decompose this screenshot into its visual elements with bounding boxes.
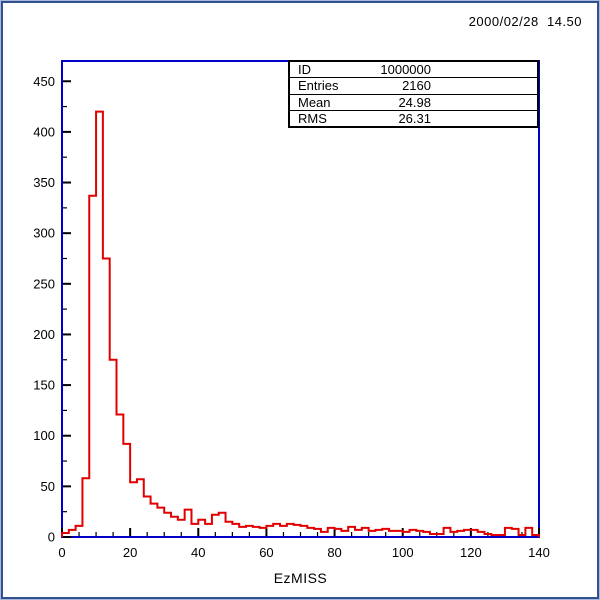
stats-value: 1000000 [380, 62, 431, 78]
stats-label: ID [298, 62, 311, 78]
y-tick-label: 350 [33, 175, 55, 190]
x-tick-label: 100 [392, 545, 414, 560]
y-tick-label: 250 [33, 276, 55, 291]
y-tick-label: 0 [48, 530, 55, 545]
stats-label: RMS [298, 110, 327, 126]
stats-row-mean: Mean 24.98 [290, 95, 537, 111]
plot-frame [61, 60, 540, 538]
stats-row-entries: Entries 2160 [290, 78, 537, 95]
stats-row-id: ID 1000000 [290, 62, 537, 79]
x-tick-label: 140 [528, 545, 550, 560]
y-tick-label: 150 [33, 378, 55, 393]
timestamp: 2000/02/28 14.50 [468, 14, 582, 29]
x-tick-label: 20 [123, 545, 137, 560]
x-tick-label: 60 [259, 545, 273, 560]
stats-label: Entries [298, 78, 339, 94]
axis-tick-labels: 0 20 40 60 80 100 120 140 0 50 100 150 200 250 300 350 4… [33, 74, 550, 560]
stats-value: 2160 [402, 78, 431, 94]
axis-ticks [61, 80, 540, 538]
y-tick-label: 200 [33, 327, 55, 342]
y-tick-label: 50 [41, 479, 55, 494]
x-axis-label: EzMISS [273, 570, 328, 586]
stats-box: ID 1000000 Entries 2160 Mean 24.98 RMS 2… [288, 60, 539, 128]
y-tick-label: 400 [33, 124, 55, 139]
x-tick-label: 40 [191, 545, 205, 560]
x-tick-label: 120 [460, 545, 482, 560]
histogram-line [61, 110, 540, 537]
stats-row-rms: RMS 26.31 [290, 111, 537, 126]
x-tick-label: 0 [58, 545, 65, 560]
y-tick-label: 300 [33, 226, 55, 241]
stats-value: 26.31 [398, 110, 431, 126]
y-tick-label: 450 [33, 74, 55, 89]
y-tick-label: 100 [33, 428, 55, 443]
x-tick-label: 80 [327, 545, 341, 560]
stats-value: 24.98 [398, 94, 431, 110]
stats-label: Mean [298, 94, 331, 110]
